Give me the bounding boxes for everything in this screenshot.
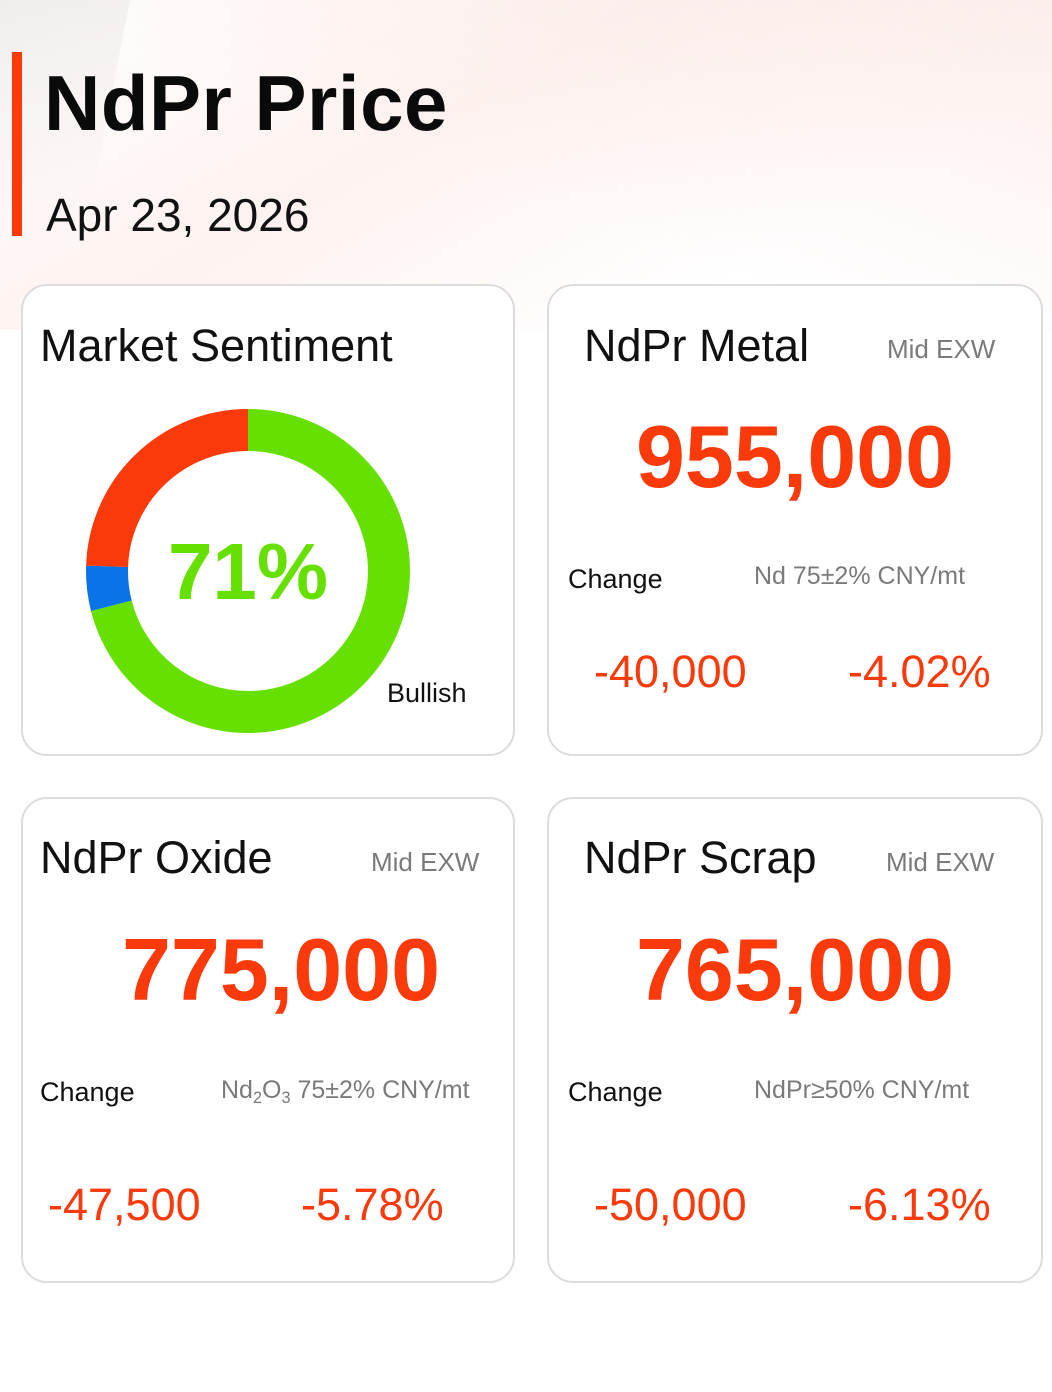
scrap-price-basis: Mid EXW <box>886 847 995 877</box>
oxide-change-label: Change <box>40 1077 135 1107</box>
scrap-price: 765,000 <box>635 920 955 1019</box>
metal-price-basis: Mid EXW <box>887 334 996 364</box>
metal-change-label: Change <box>568 564 663 594</box>
scrap-change-absolute: -50,000 <box>594 1179 747 1230</box>
oxide-change-percent: -5.78% <box>301 1179 444 1230</box>
header-background <box>0 0 1052 330</box>
sentiment-donut-chart <box>86 409 410 733</box>
donut-segment-neutral <box>86 409 410 733</box>
ndpr-scrap-card[interactable]: NdPr Scrap Mid EXW 765,000 Change NdPr≥5… <box>547 797 1043 1283</box>
oxide-change-absolute: -47,500 <box>48 1179 201 1230</box>
oxide-spec: Nd2O3 75±2% CNY/mt <box>221 1076 470 1107</box>
metal-spec: Nd 75±2% CNY/mt <box>754 562 966 590</box>
market-sentiment-card[interactable]: Market Sentiment 71% Bullish <box>21 284 515 756</box>
scrap-change-label: Change <box>568 1077 663 1107</box>
metal-change-absolute: -40,000 <box>594 646 747 697</box>
title-accent-bar <box>12 52 22 236</box>
oxide-price-basis: Mid EXW <box>371 847 480 877</box>
scrap-spec: NdPr≥50% CNY/mt <box>754 1076 970 1104</box>
scrap-change-percent: -6.13% <box>848 1179 991 1230</box>
oxide-title: NdPr Oxide <box>40 832 273 883</box>
page-title: NdPr Price <box>44 59 448 147</box>
ndpr-metal-card[interactable]: NdPr Metal Mid EXW 955,000 Change Nd 75±… <box>547 284 1043 756</box>
metal-title: NdPr Metal <box>584 320 810 371</box>
sentiment-percent: 71% <box>167 527 329 616</box>
oxide-price: 775,000 <box>121 920 441 1019</box>
donut-segment-bearish <box>86 409 410 733</box>
metal-change-percent: -4.02% <box>848 646 991 697</box>
market-sentiment-title: Market Sentiment <box>40 320 393 371</box>
ndpr-oxide-card[interactable]: NdPr Oxide Mid EXW 775,000 Change Nd2O3 … <box>21 797 515 1283</box>
metal-price: 955,000 <box>635 407 955 506</box>
scrap-title: NdPr Scrap <box>584 832 817 883</box>
sentiment-label: Bullish <box>387 678 467 708</box>
page-date: Apr 23, 2026 <box>46 189 310 241</box>
